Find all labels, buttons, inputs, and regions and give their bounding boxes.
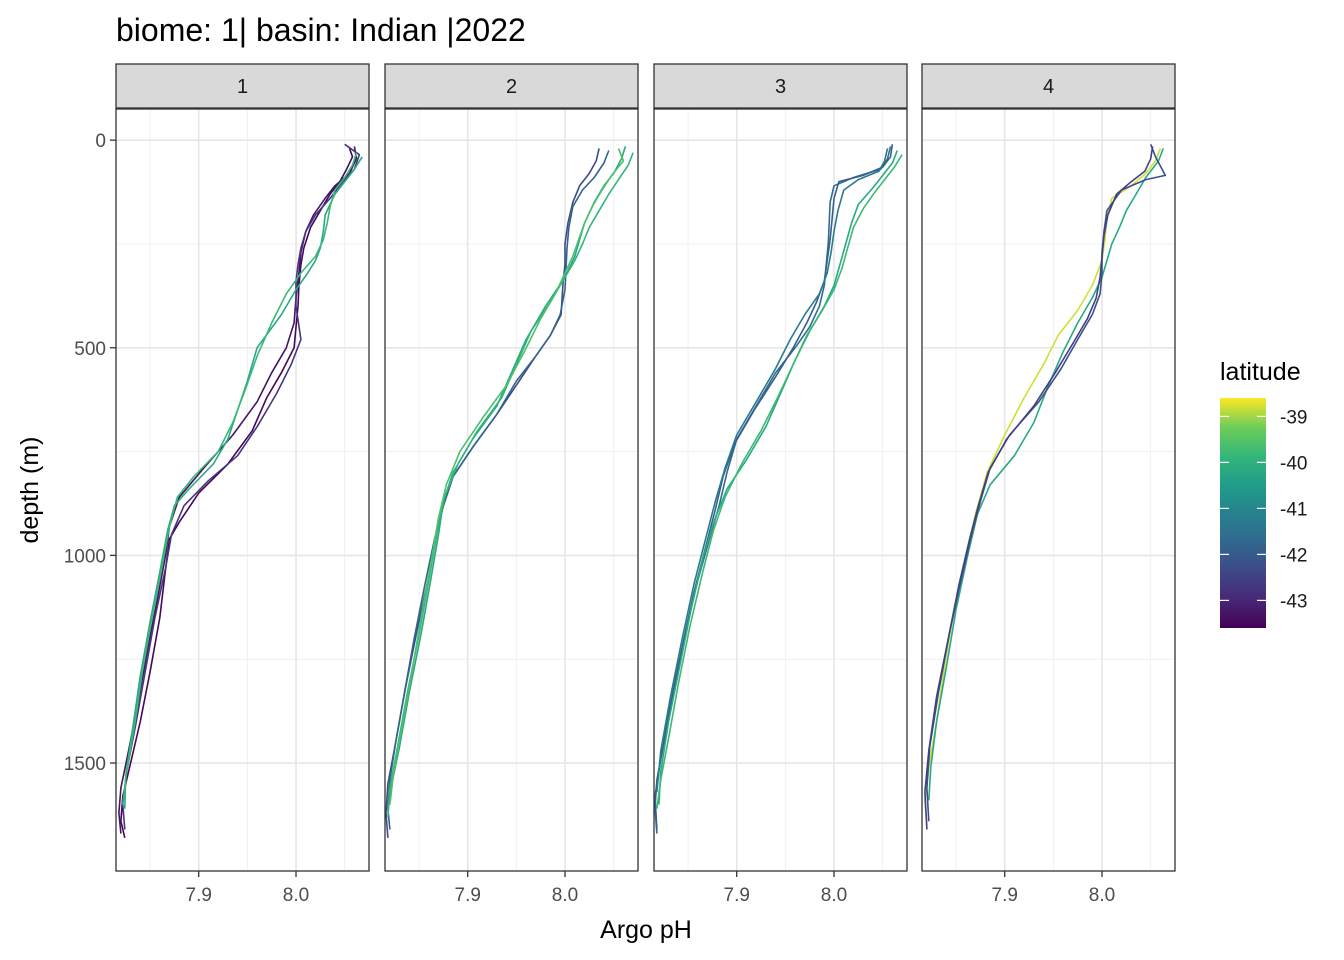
facet-strip-label: 3 xyxy=(775,76,786,98)
profile-line xyxy=(122,152,358,805)
panel-border xyxy=(115,108,370,872)
profile-line xyxy=(656,154,903,809)
facet-strip-label: 2 xyxy=(506,76,517,98)
facet-strip-label: 4 xyxy=(1043,76,1054,98)
facet-strip xyxy=(115,63,370,109)
profile-line xyxy=(656,148,889,793)
panel-border xyxy=(384,108,639,872)
panel-background xyxy=(385,109,638,871)
panel-border xyxy=(921,108,1176,872)
profile-line xyxy=(928,148,1165,801)
facet-strip xyxy=(653,63,908,109)
facet-panel-4: 4 7.9 8.0 xyxy=(921,63,1176,906)
x-tick-label: 8.0 xyxy=(552,885,578,906)
y-tick-label: 1000 xyxy=(64,546,106,567)
x-tick-label: 7.9 xyxy=(455,885,481,906)
legend-tick-label: -42 xyxy=(1280,545,1307,566)
profile-line xyxy=(122,143,361,830)
facet-strip xyxy=(921,63,1176,109)
legend-colorbar xyxy=(1220,398,1266,628)
profile-line xyxy=(124,156,363,809)
panel-background xyxy=(922,109,1175,871)
x-tick-label: 8.0 xyxy=(283,885,309,906)
x-tick-label: 7.9 xyxy=(186,885,212,906)
x-tick-label: 8.0 xyxy=(821,885,847,906)
profile-line xyxy=(387,150,610,830)
facet-strip-label: 1 xyxy=(237,76,248,98)
x-tick-label: 7.9 xyxy=(992,885,1018,906)
chart-title: biome: 1| basin: Indian |2022 xyxy=(116,12,526,48)
y-tick-label: 500 xyxy=(74,339,106,360)
facet-panels: 1 7.9 8.0 0 500 1000 1500 2 7.9 8.0 3 7.9 8.0 4 7.9 8.0 xyxy=(64,63,1176,906)
facet-strip xyxy=(384,63,639,109)
profile-line xyxy=(924,146,1154,830)
y-axis-title: depth (m) xyxy=(16,437,44,544)
legend-ticks: -39 -40 -41 -42 -43 xyxy=(1220,407,1307,612)
facet-panel-2: 2 7.9 8.0 xyxy=(384,63,639,906)
legend-tick-label: -43 xyxy=(1280,591,1307,612)
x-tick-label: 8.0 xyxy=(1089,885,1115,906)
profile-line xyxy=(389,148,625,805)
facet-panel-3: 3 7.9 8.0 xyxy=(653,63,908,906)
x-tick-label: 7.9 xyxy=(724,885,750,906)
x-axis-title: Argo pH xyxy=(600,916,692,944)
y-tick-label: 1500 xyxy=(64,754,106,775)
legend-title: latitude xyxy=(1220,358,1301,386)
legend-tick-label: -39 xyxy=(1280,407,1307,428)
panel-border xyxy=(653,108,908,872)
y-tick-label: 0 xyxy=(95,131,106,152)
profile-line xyxy=(120,148,354,838)
panel-background xyxy=(116,109,369,871)
panel-background xyxy=(654,109,907,871)
color-legend: latitude -39 -40 -41 -42 -43 xyxy=(1220,358,1307,628)
legend-tick-label: -40 xyxy=(1280,453,1307,474)
facet-panel-1: 1 7.9 8.0 0 500 1000 1500 xyxy=(64,63,370,906)
legend-tick-label: -41 xyxy=(1280,499,1307,520)
profile-line xyxy=(654,144,894,830)
